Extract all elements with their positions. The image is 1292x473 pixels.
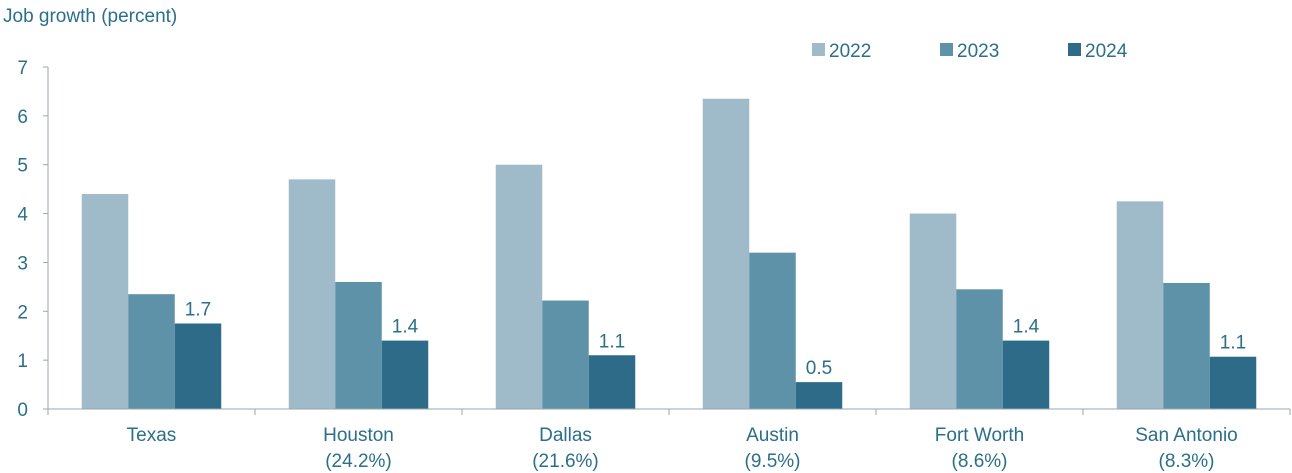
y-axis-title: Job growth (percent): [3, 6, 177, 27]
bar-2023-fort-worth: [956, 289, 1003, 409]
legend-swatch-2023: [940, 43, 953, 56]
legend-label-2024: 2024: [1085, 41, 1128, 62]
legend-label-2023: 2023: [957, 41, 999, 62]
x-category-label: Texas: [127, 425, 177, 446]
y-tick-label: 2: [17, 302, 28, 323]
data-labels: 1.7 1.4 1.1 0.5 1.4 1.1: [185, 300, 1246, 380]
legend-swatch-2024: [1068, 43, 1081, 56]
bar-2022-austin: [702, 98, 750, 409]
bar-2024-san-antonio: [1209, 356, 1257, 409]
bar-2024-austin: [795, 382, 843, 409]
x-category-label: San Antonio: [1135, 425, 1237, 446]
data-label: 1.4: [392, 317, 419, 338]
bar-2022-san-antonio: [1116, 201, 1164, 409]
x-category-label: Fort Worth: [935, 425, 1024, 446]
bar-2023-texas: [128, 294, 175, 409]
bar-2023-austin: [749, 252, 796, 409]
y-tick-label: 1: [17, 351, 28, 372]
bar-2024-fort-worth: [1002, 340, 1050, 409]
bar-2024-houston: [381, 340, 429, 409]
bar-2022-fort-worth: [909, 213, 957, 409]
y-tick-label: 3: [17, 253, 28, 274]
data-label: 1.4: [1013, 317, 1040, 338]
data-label: 1.7: [185, 300, 211, 321]
legend: 2022 2023 2024: [812, 41, 1128, 62]
bar-2022-dallas: [495, 164, 543, 409]
x-category-label: Houston: [323, 425, 394, 446]
legend-label-2022: 2022: [829, 41, 871, 62]
x-category-label: Dallas: [539, 425, 592, 446]
bar-2024-texas: [174, 323, 222, 409]
legend-swatch-2022: [812, 43, 825, 56]
x-axis: Texas Houston (24.2%) Dallas (21.6%) Austin (9…: [47, 408, 1291, 472]
x-category-sublabel: (24.2%): [325, 451, 392, 472]
bars: [81, 98, 1257, 409]
y-tick-label: 5: [17, 156, 28, 177]
x-category-sublabel: (8.6%): [952, 451, 1008, 472]
y-axis: 0 1 2 3 4 5 6 7: [17, 58, 49, 421]
bar-2022-houston: [288, 179, 336, 409]
data-label: 1.1: [599, 331, 625, 352]
x-category-label: Austin: [746, 425, 799, 446]
bar-2023-houston: [335, 281, 382, 409]
y-tick-label: 4: [17, 205, 28, 226]
x-category-sublabel: (8.3%): [1159, 451, 1215, 472]
bar-2023-dallas: [542, 300, 589, 409]
data-label: 0.5: [806, 358, 832, 379]
y-tick-label: 7: [17, 58, 28, 79]
bar-2023-san-antonio: [1163, 282, 1210, 409]
data-label: 1.1: [1220, 333, 1246, 354]
bar-2024-dallas: [588, 355, 636, 409]
y-tick-label: 6: [17, 107, 28, 128]
y-tick-label: 0: [17, 400, 28, 421]
bar-2022-texas: [81, 194, 129, 409]
x-category-sublabel: (21.6%): [532, 451, 599, 472]
x-category-sublabel: (9.5%): [745, 451, 801, 472]
